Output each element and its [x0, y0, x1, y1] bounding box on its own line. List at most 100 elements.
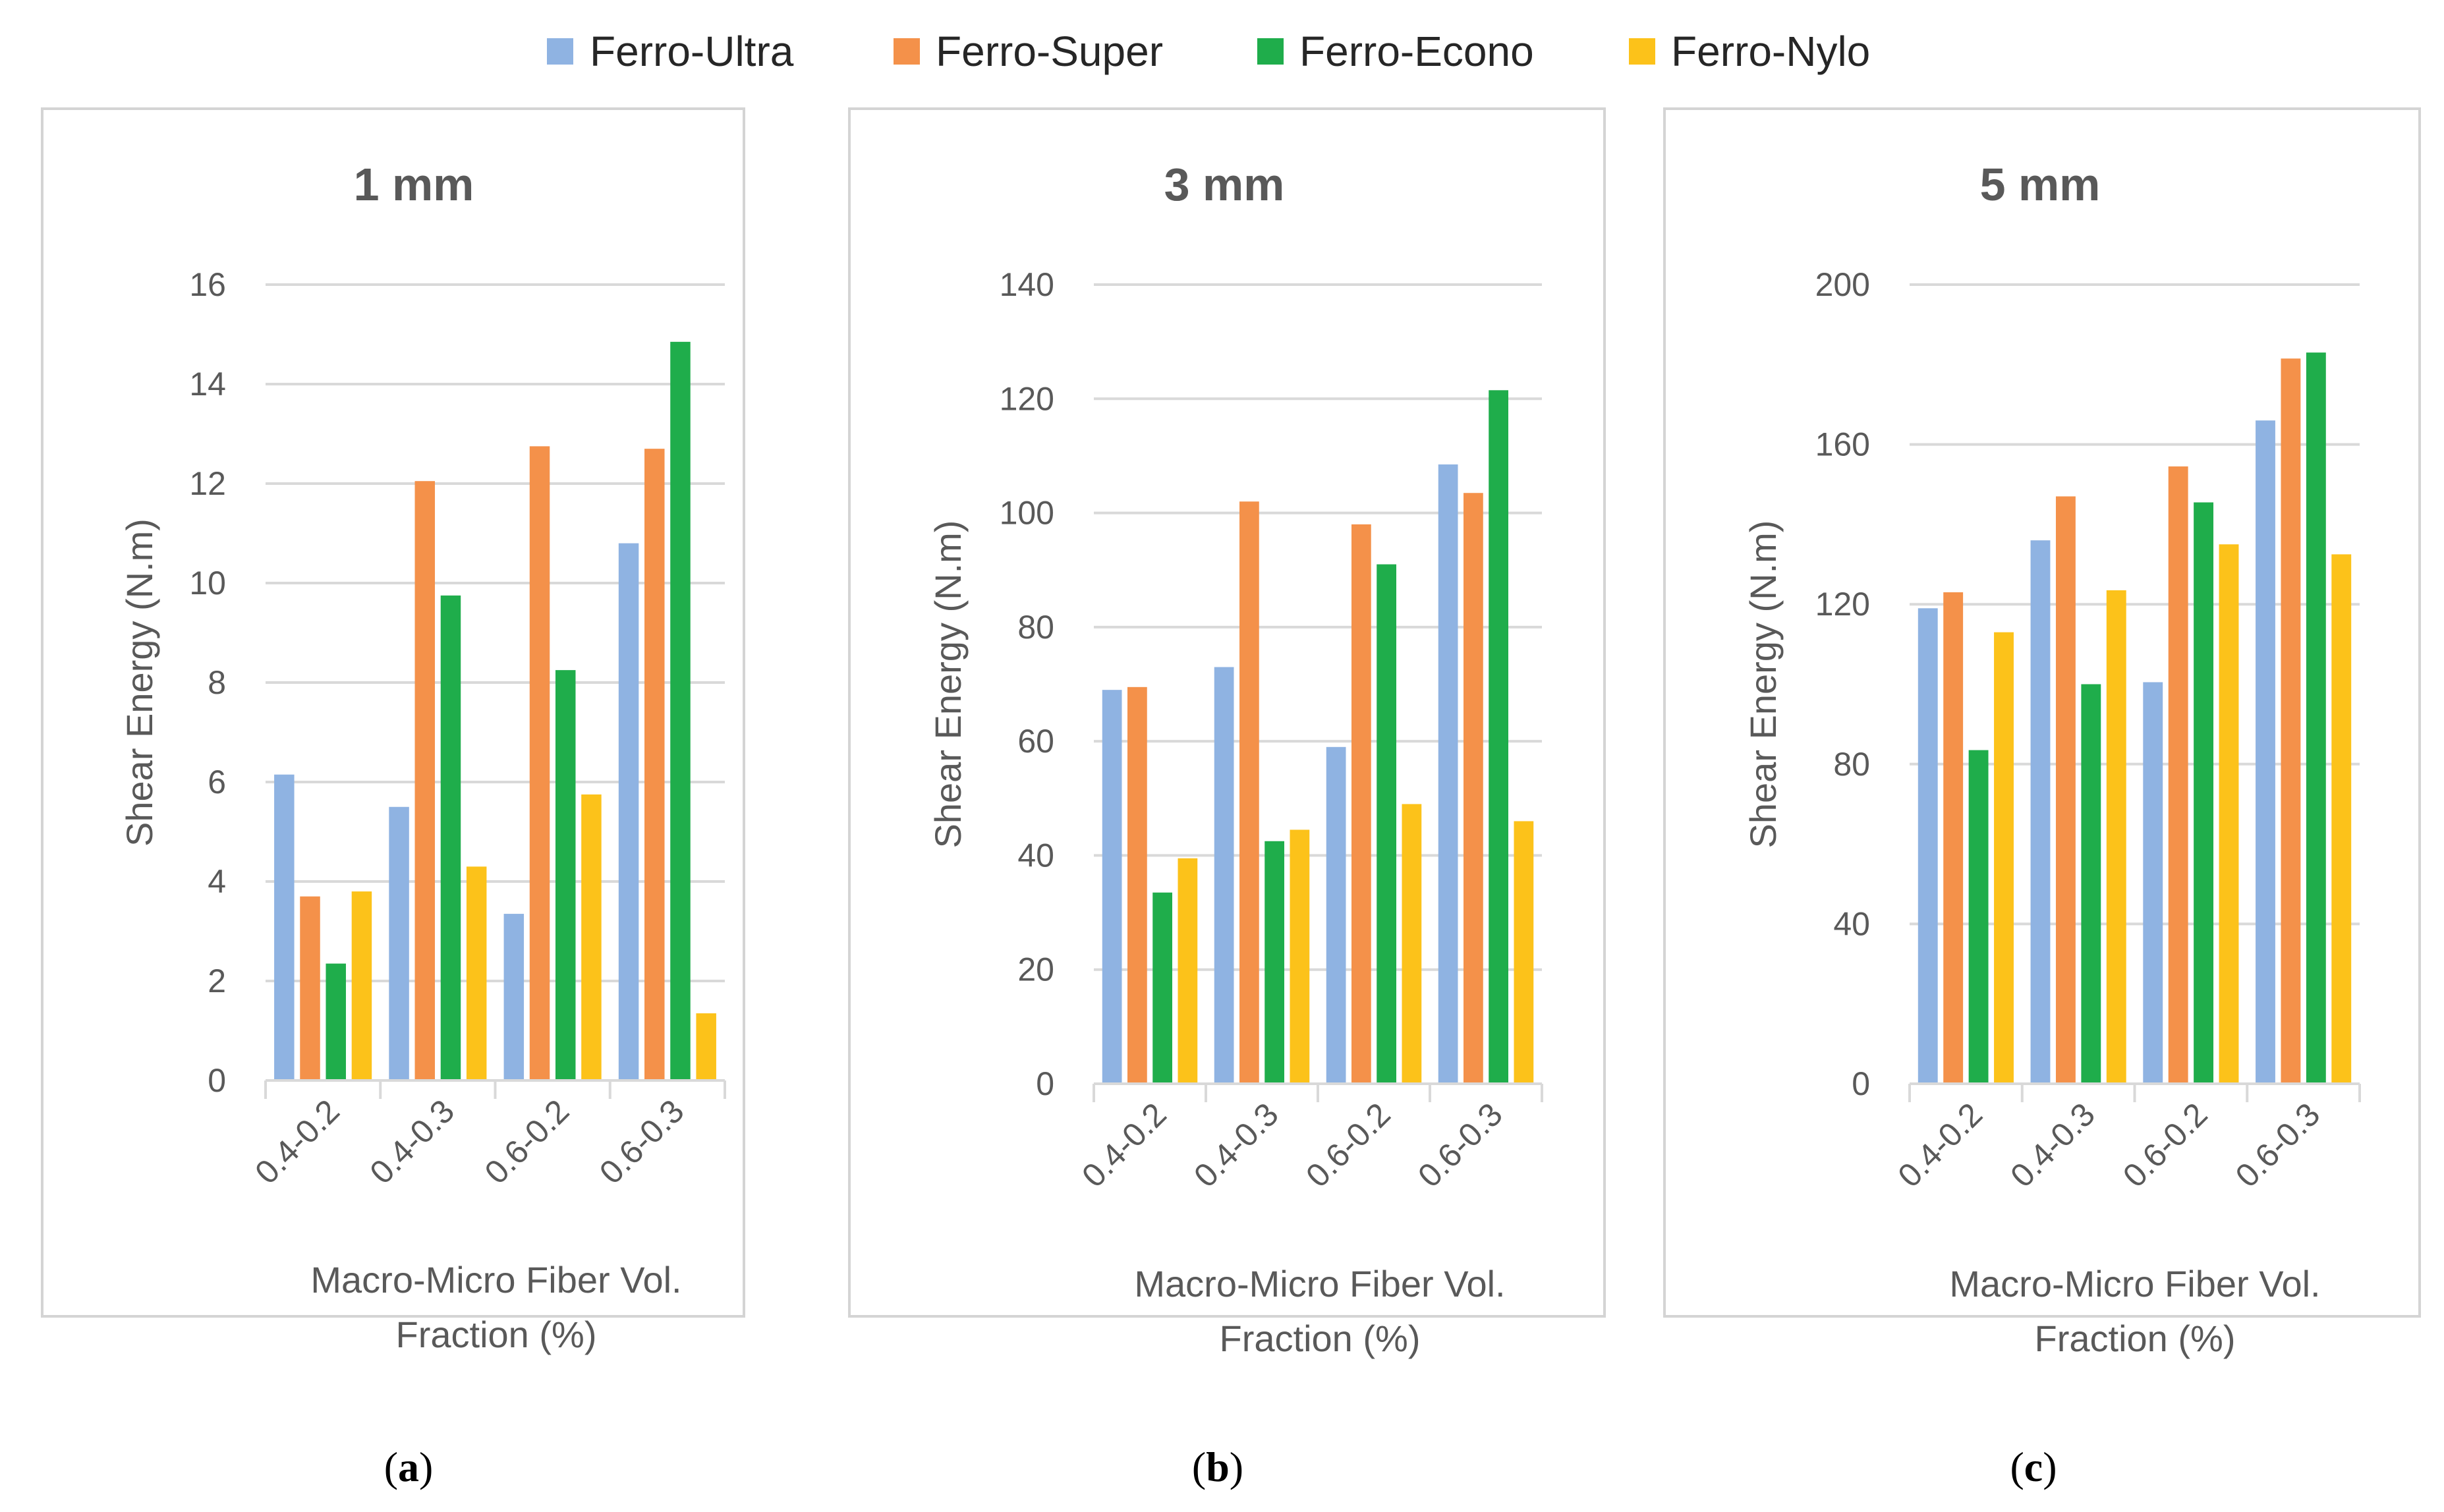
panel-caption-letter: c — [2024, 1443, 2043, 1490]
bar-ferro-super-0.4-0.3 — [2055, 496, 2076, 1084]
y-tick-label: 0 — [1852, 1065, 1870, 1102]
bar-ferro-super-0.6-0.2 — [2168, 466, 2188, 1084]
bar-ferro-super-0.4-0.3 — [1239, 501, 1259, 1084]
x-axis-title-line-0: Macro-Micro Fiber Vol. — [1949, 1263, 2320, 1304]
y-tick-label: 80 — [1833, 746, 1870, 783]
bar-ferro-ultra-0.6-0.2 — [1326, 746, 1346, 1084]
bar-ferro-nylo-0.6-0.2 — [2219, 544, 2239, 1084]
panel-caption: (a) — [384, 1443, 434, 1490]
bar-ferro-nylo-0.4-0.2 — [1994, 632, 2014, 1084]
bar-ferro-econo-0.4-0.3 — [1265, 841, 1284, 1084]
y-tick-label: 40 — [1017, 837, 1054, 874]
y-tick-label: 10 — [189, 565, 226, 602]
bar-ferro-super-0.4-0.2 — [1127, 686, 1147, 1084]
y-tick-label: 14 — [189, 366, 226, 403]
bar-ferro-ultra-0.6-0.3 — [1438, 464, 1458, 1084]
bar-ferro-nylo-0.4-0.2 — [351, 891, 372, 1080]
legend-label-3: Ferro-Nylo — [1671, 28, 1870, 75]
y-tick-label: 120 — [1815, 586, 1870, 623]
bar-ferro-super-0.6-0.3 — [644, 449, 665, 1080]
bar-ferro-econo-0.6-0.2 — [2194, 502, 2214, 1084]
bar-ferro-nylo-0.4-0.3 — [1290, 829, 1310, 1084]
bar-ferro-super-0.6-0.2 — [529, 446, 550, 1080]
bar-ferro-ultra-0.4-0.2 — [274, 774, 295, 1080]
legend-label-0: Ferro-Ultra — [590, 28, 794, 75]
legend-swatch-3 — [1629, 38, 1655, 65]
bar-ferro-econo-0.6-0.3 — [2306, 352, 2326, 1084]
y-tick-label: 80 — [1017, 609, 1054, 646]
legend-label-1: Ferro-Super — [936, 28, 1163, 75]
panel-title: 1 mm — [354, 159, 474, 210]
y-tick-label: 6 — [208, 764, 226, 800]
bar-ferro-econo-0.6-0.2 — [1377, 564, 1396, 1084]
x-axis-title-line-0: Macro-Micro Fiber Vol. — [310, 1259, 681, 1301]
y-axis-title: Shear Energy (N.m) — [1742, 520, 1784, 849]
bar-ferro-nylo-0.6-0.3 — [2331, 554, 2352, 1084]
bar-ferro-econo-0.4-0.2 — [1152, 892, 1172, 1084]
y-axis-title: Shear Energy (N.m) — [927, 520, 969, 849]
bar-ferro-ultra-0.6-0.2 — [503, 914, 525, 1080]
bar-ferro-ultra-0.4-0.3 — [1214, 667, 1234, 1084]
bar-ferro-nylo-0.6-0.2 — [1402, 804, 1422, 1084]
bar-ferro-econo-0.4-0.3 — [2081, 684, 2101, 1084]
y-tick-label: 4 — [208, 863, 226, 900]
y-axis-title: Shear Energy (N.m) — [119, 518, 160, 847]
panel-caption: (c) — [2010, 1443, 2057, 1490]
y-tick-label: 0 — [208, 1062, 226, 1099]
panel-title: 5 mm — [1980, 159, 2101, 210]
panel-caption-letter: b — [1206, 1443, 1230, 1490]
y-tick-label: 12 — [189, 465, 226, 502]
y-tick-label: 40 — [1833, 905, 1870, 942]
bar-ferro-super-0.4-0.2 — [300, 896, 320, 1080]
bar-ferro-econo-0.4-0.2 — [1968, 750, 1989, 1084]
bar-ferro-econo-0.6-0.3 — [1489, 390, 1508, 1084]
bar-ferro-econo-0.6-0.3 — [670, 341, 691, 1081]
bar-ferro-ultra-0.4-0.2 — [1102, 690, 1122, 1084]
y-tick-label: 0 — [1036, 1065, 1054, 1102]
y-tick-label: 8 — [208, 664, 226, 701]
x-axis-title-line-1: Fraction (%) — [1220, 1318, 1421, 1359]
bar-ferro-nylo-0.4-0.2 — [1178, 858, 1198, 1084]
bar-ferro-nylo-0.4-0.3 — [466, 866, 487, 1080]
y-tick-label: 100 — [1000, 495, 1054, 532]
bar-ferro-super-0.4-0.3 — [414, 481, 436, 1080]
y-tick-label: 2 — [208, 963, 226, 999]
bar-ferro-super-0.6-0.2 — [1351, 524, 1371, 1084]
bar-ferro-econo-0.6-0.2 — [555, 670, 576, 1080]
bar-ferro-ultra-0.4-0.2 — [1918, 608, 1938, 1084]
y-tick-label: 60 — [1017, 723, 1054, 760]
bar-ferro-nylo-0.6-0.3 — [1514, 821, 1534, 1084]
bar-ferro-econo-0.4-0.2 — [326, 963, 346, 1080]
legend: Ferro-Ultra Ferro-Super Ferro-Econo Ferro-N… — [547, 28, 1870, 75]
x-axis-title-line-0: Macro-Micro Fiber Vol. — [1134, 1263, 1505, 1304]
panel-caption-letter: a — [398, 1443, 419, 1490]
legend-swatch-2 — [1257, 38, 1284, 65]
bar-ferro-nylo-0.6-0.2 — [581, 794, 602, 1080]
bar-ferro-ultra-0.6-0.2 — [2143, 682, 2163, 1084]
bar-ferro-econo-0.4-0.3 — [440, 595, 461, 1080]
bar-ferro-super-0.6-0.3 — [1464, 493, 1483, 1084]
panel-title: 3 mm — [1164, 159, 1285, 210]
y-tick-label: 160 — [1815, 426, 1870, 463]
bar-ferro-super-0.6-0.3 — [2281, 358, 2301, 1084]
y-tick-label: 120 — [1000, 380, 1054, 417]
x-axis-title-line-1: Fraction (%) — [396, 1314, 597, 1355]
bar-ferro-ultra-0.4-0.3 — [389, 806, 409, 1080]
bar-ferro-super-0.4-0.2 — [1943, 592, 1964, 1084]
legend-label-2: Ferro-Econo — [1299, 28, 1534, 75]
bar-ferro-nylo-0.4-0.3 — [2106, 590, 2126, 1084]
y-tick-label: 16 — [189, 266, 226, 303]
bar-ferro-ultra-0.4-0.3 — [2030, 540, 2051, 1084]
y-tick-label: 20 — [1017, 951, 1054, 988]
x-axis-title-line-1: Fraction (%) — [2035, 1318, 2236, 1359]
bar-ferro-nylo-0.6-0.3 — [696, 1013, 716, 1080]
bar-ferro-ultra-0.6-0.3 — [618, 543, 639, 1080]
y-tick-label: 200 — [1815, 266, 1870, 303]
bar-ferro-ultra-0.6-0.3 — [2256, 420, 2275, 1084]
legend-swatch-0 — [547, 38, 573, 65]
